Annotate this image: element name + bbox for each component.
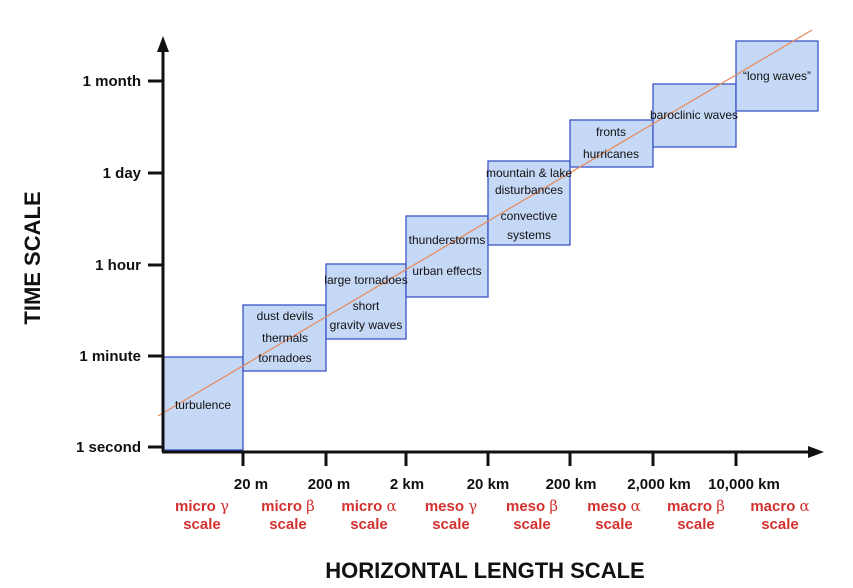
box-label: thermals <box>262 331 308 345</box>
box-label: dust devils <box>257 309 314 323</box>
box-label: hurricanes <box>583 147 639 161</box>
box-label: large tornadoes <box>324 273 407 287</box>
box-label: systems <box>507 228 551 242</box>
scale-label-micro-gamma: micro γ <box>175 497 229 515</box>
y-tick-label: 1 day <box>103 165 142 182</box>
box-label: urban effects <box>412 264 481 278</box>
box-label: fronts <box>596 125 626 139</box>
box-label: gravity waves <box>330 318 403 332</box>
scale-word: scale <box>183 516 221 533</box>
box-labels: turbulence dust devils thermals tornadoe… <box>175 69 811 412</box>
scale-word: scale <box>269 516 307 533</box>
scale-word: scale <box>595 516 633 533</box>
scale-label-micro-alpha: micro α <box>341 497 396 515</box>
scale-word: scale <box>761 516 799 533</box>
scale-label-macro-beta: macro β <box>667 497 725 515</box>
y-axis-arrow-icon <box>157 36 169 52</box>
scale-label-meso-beta: meso β <box>506 497 558 515</box>
box-dust-devils <box>242 304 327 372</box>
y-tick-label: 1 minute <box>79 348 141 365</box>
x-tick-label: 2 km <box>390 476 424 493</box>
x-tick-label: 200 km <box>546 476 597 493</box>
trend-line <box>157 29 813 417</box>
scale-label-meso-alpha: meso α <box>587 497 641 515</box>
box-label: convective <box>501 209 558 223</box>
scale-label-meso-gamma: meso γ <box>425 497 477 515</box>
box-long-waves <box>735 40 819 112</box>
box-large-tornadoes <box>325 263 407 340</box>
scale-word: scale <box>513 516 551 533</box>
box-label: turbulence <box>175 398 231 412</box>
box-label: “long waves” <box>743 69 811 83</box>
x-axis-title: HORIZONTAL LENGTH SCALE <box>325 558 644 583</box>
scale-label-macro-alpha: macro α <box>750 497 809 515</box>
box-mountain-lake <box>487 160 571 246</box>
scale-word: scale <box>677 516 715 533</box>
box-label: mountain & lake <box>486 166 572 180</box>
box-label: disturbances <box>495 183 563 197</box>
scale-labels: micro γ scale micro β scale micro α scal… <box>175 497 810 533</box>
y-tick-label: 1 hour <box>95 257 141 274</box>
box-turbulence <box>162 356 244 451</box>
x-tick-label: 200 m <box>308 476 351 493</box>
scale-word: scale <box>350 516 388 533</box>
box-label: thunderstorms <box>409 233 486 247</box>
y-tick-label: 1 month <box>83 73 141 90</box>
scale-word: scale <box>432 516 470 533</box>
box-fronts <box>569 119 654 168</box>
y-axis-title: TIME SCALE <box>20 191 45 324</box>
box-label: tornadoes <box>258 351 311 365</box>
scale-label-micro-beta: micro β <box>261 497 315 515</box>
x-tick-label: 2,000 km <box>627 476 690 493</box>
x-tick-label: 20 km <box>467 476 510 493</box>
x-tick-label: 10,000 km <box>708 476 780 493</box>
x-axis-arrow-icon <box>808 446 824 458</box>
y-tick-label: 1 second <box>76 439 141 456</box>
box-label: short <box>353 299 380 313</box>
x-tick-label: 20 m <box>234 476 268 493</box>
box-label: baroclinic waves <box>650 108 738 122</box>
